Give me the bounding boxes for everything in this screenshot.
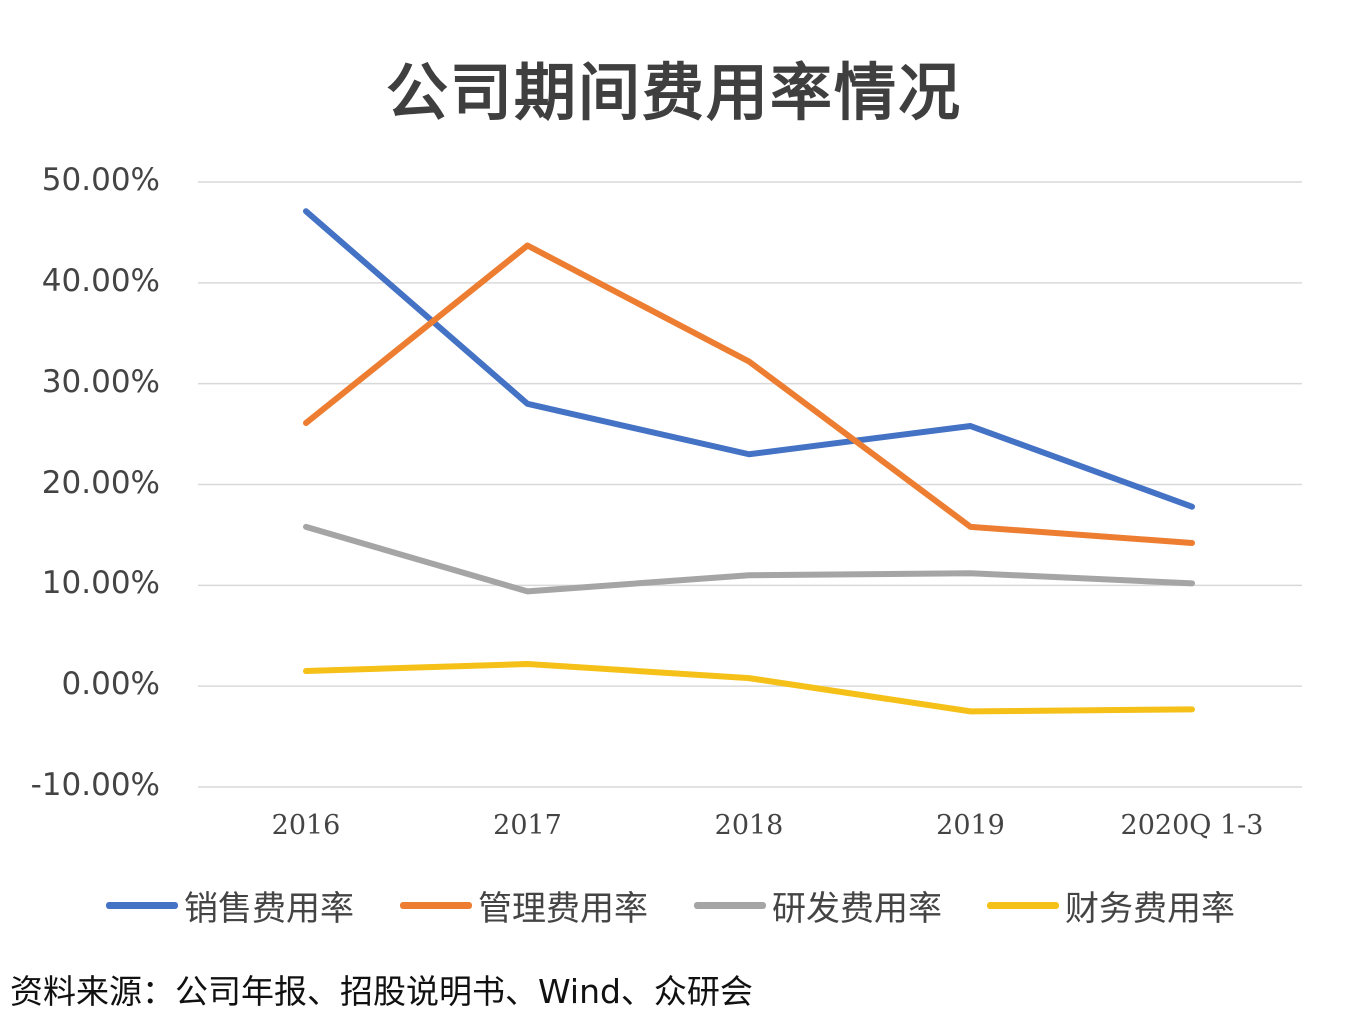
x-tick-label: 2017: [493, 810, 562, 841]
x-tick-label: 2018: [714, 810, 784, 841]
legend-item: 销售费用率: [106, 880, 354, 930]
y-tick-label: 20.00%: [41, 464, 160, 501]
series-line-1: [303, 208, 1195, 510]
y-tick-label: 40.00%: [41, 262, 160, 299]
legend-label: 管理费用率: [478, 888, 648, 929]
y-tick-label: 50.00%: [41, 162, 160, 198]
legend-label: 研发费用率: [772, 888, 942, 929]
legend-swatch: [694, 901, 766, 909]
y-tick-label: -10.00%: [30, 767, 160, 803]
series-line-2: [303, 242, 1195, 546]
x-tick-label: 2016: [271, 810, 341, 841]
chart-title: 公司期间费用率情况: [385, 56, 962, 129]
source-note: 资料来源：公司年报、招股说明书、Wind、众研会: [10, 972, 753, 1011]
y-tick-label: 0.00%: [61, 666, 160, 703]
legend-item: 研发费用率: [694, 880, 942, 930]
y-tick-label: 30.00%: [41, 363, 160, 400]
legend-label: 财务费用率: [1065, 888, 1235, 929]
legend-item: 管理费用率: [400, 880, 648, 930]
legend-swatch: [106, 901, 178, 909]
x-tick-label: 2019: [936, 810, 1005, 841]
series-line-3: [303, 523, 1195, 595]
legend-swatch: [987, 901, 1059, 909]
series-line-4: [303, 660, 1195, 715]
y-tick-label: 10.00%: [41, 565, 160, 602]
x-tick-label: 2020Q 1-3: [1120, 810, 1264, 841]
legend-swatch: [400, 901, 472, 909]
legend: 销售费用率 管理费用率 研发费用率 财务费用率: [0, 880, 1348, 930]
legend-label: 销售费用率: [184, 888, 354, 929]
legend-item: 财务费用率: [987, 880, 1235, 930]
